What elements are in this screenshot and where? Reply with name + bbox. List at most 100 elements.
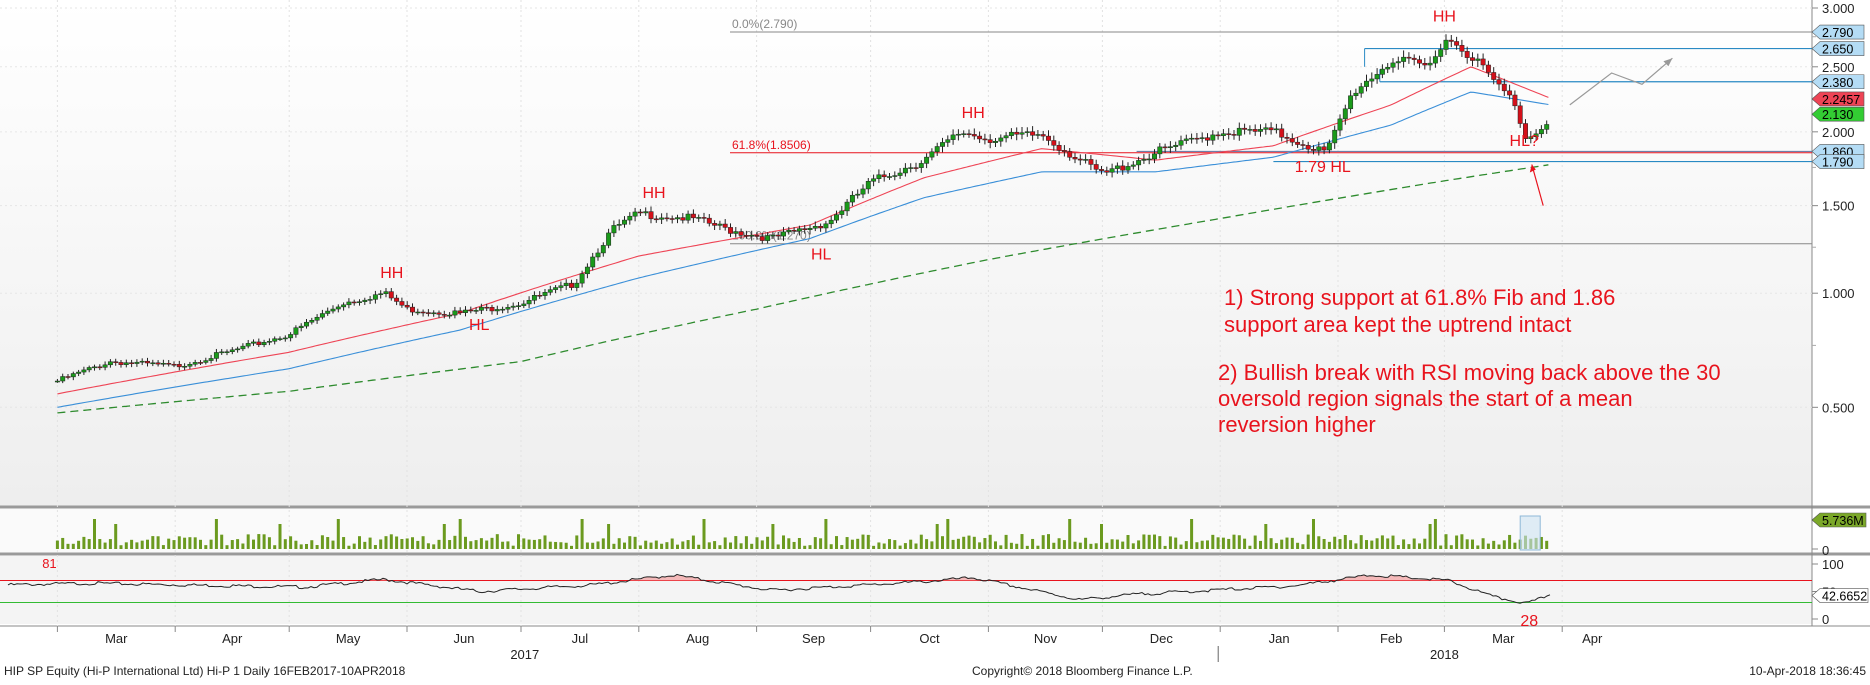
candlestick-body — [155, 362, 161, 365]
volume-bar — [872, 545, 876, 549]
candlestick-body — [786, 229, 792, 233]
volume-bar — [750, 543, 754, 549]
volume-bar — [1444, 534, 1448, 549]
candlestick-body — [1030, 131, 1036, 136]
candlestick-body — [1342, 108, 1348, 120]
volume-bar — [1301, 544, 1305, 549]
candlestick-body — [319, 313, 325, 318]
volume-bar — [1497, 544, 1501, 549]
candlestick-body — [166, 362, 172, 365]
price-tick-label: 2.000 — [1822, 125, 1855, 140]
candlestick-body — [1205, 137, 1210, 141]
volume-bar — [1131, 543, 1135, 549]
volume-bar — [1333, 536, 1337, 549]
volume-bar — [252, 539, 255, 549]
candlestick-body — [844, 201, 850, 212]
volume-highlight — [1519, 515, 1541, 551]
volume-bar — [607, 524, 611, 549]
candlestick-body — [908, 167, 914, 169]
volume-bar — [347, 545, 351, 549]
volume-bar — [479, 538, 483, 549]
volume-bar — [400, 539, 404, 549]
candlestick-body — [510, 305, 516, 308]
candlestick-body — [420, 311, 426, 314]
price-panel-bg — [0, 0, 1812, 506]
pattern-label: HH — [380, 265, 403, 282]
volume-bar — [1343, 534, 1347, 549]
volume-bar — [1539, 536, 1543, 549]
volume-bar — [946, 519, 950, 549]
volume-bar — [570, 545, 573, 549]
candlestick-body — [304, 321, 309, 327]
candlestick-body — [251, 341, 256, 344]
price-tick-label: 1.500 — [1822, 199, 1855, 214]
volume-bar — [771, 524, 775, 549]
volume-bar — [214, 519, 218, 549]
volume-bar — [1412, 538, 1416, 549]
candlestick-body — [81, 369, 87, 373]
month-label: Dec — [1150, 631, 1174, 646]
candlestick-body — [722, 223, 728, 228]
candlestick-body — [1470, 57, 1475, 61]
candlestick-body — [1544, 124, 1550, 130]
candlestick-body — [876, 174, 882, 179]
volume-bar — [379, 539, 383, 549]
volume-bar — [1190, 519, 1194, 549]
candlestick-body — [1189, 137, 1195, 140]
candlestick-body — [473, 310, 479, 312]
projection-arrowhead — [1663, 58, 1673, 67]
candlestick-body — [675, 217, 680, 220]
candlestick-body — [1401, 56, 1407, 62]
volume-bar — [1200, 540, 1204, 549]
volume-bar — [517, 534, 520, 549]
candlestick-body — [367, 299, 373, 301]
volume-bar — [395, 536, 399, 549]
volume-bar — [824, 519, 828, 549]
volume-bar — [204, 545, 208, 549]
volume-bar — [1460, 534, 1464, 549]
year-label: 2018 — [1430, 647, 1459, 662]
volume-bar — [925, 539, 929, 549]
volume-bar — [803, 545, 807, 549]
volume-bar — [893, 540, 897, 549]
volume-bar — [1163, 545, 1167, 549]
candlestick-body — [431, 312, 437, 315]
volume-bar — [564, 542, 568, 549]
candlestick-body — [1210, 134, 1216, 141]
candlestick-body — [553, 287, 559, 290]
volume-bar — [962, 536, 966, 549]
candlestick-body — [759, 236, 765, 241]
volume-bar — [1375, 538, 1379, 549]
candlestick-body — [1475, 58, 1481, 61]
candlestick-body — [229, 349, 235, 352]
volume-bar — [760, 540, 764, 549]
candlestick-body — [696, 217, 702, 219]
candlestick-body — [849, 194, 855, 203]
candlestick-body — [1438, 49, 1444, 57]
candlestick-body — [796, 228, 802, 232]
volume-badge-label: 5.736M — [1822, 514, 1864, 528]
volume-bar — [352, 543, 356, 549]
candlestick-body — [542, 292, 548, 296]
volume-bar — [575, 535, 579, 549]
candlestick-body — [738, 231, 744, 236]
volume-bar — [776, 544, 780, 549]
candlestick-body — [118, 362, 124, 365]
volume-bar — [850, 539, 854, 549]
moving-average-line — [57, 66, 1549, 395]
volume-bar — [411, 537, 414, 549]
candlestick-body — [1459, 45, 1465, 52]
candlestick-body — [526, 300, 532, 305]
candlestick-body — [1369, 78, 1375, 82]
volume-bar — [1084, 537, 1088, 549]
volume-bar — [707, 542, 711, 549]
month-label: Aug — [686, 631, 709, 646]
candlestick-body — [86, 367, 92, 371]
candlestick-body — [998, 137, 1004, 142]
candlestick-body — [881, 174, 887, 178]
candlestick-body — [129, 362, 135, 364]
volume-bar — [432, 544, 436, 549]
volume-bar — [686, 540, 690, 549]
volume-bar — [188, 537, 192, 549]
volume-bar — [1428, 524, 1432, 549]
